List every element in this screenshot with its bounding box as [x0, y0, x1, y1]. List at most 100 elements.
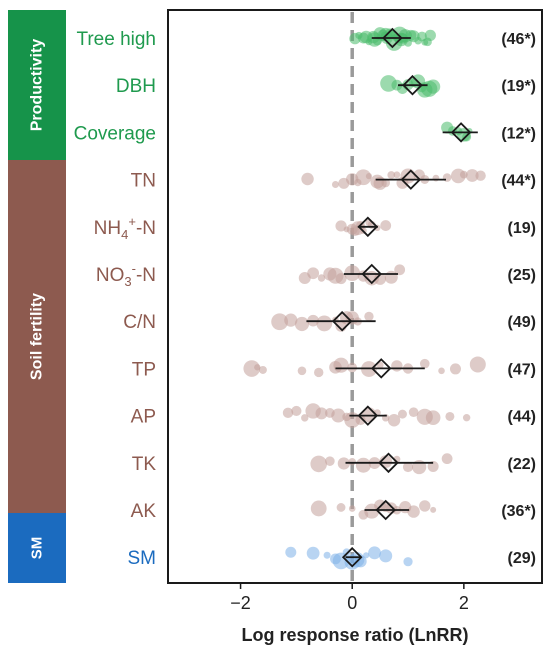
data-point — [323, 551, 331, 559]
data-point — [403, 557, 413, 567]
row-label-tree-high: Tree high — [76, 29, 156, 50]
data-point — [407, 505, 420, 518]
data-point — [438, 367, 445, 375]
data-point — [285, 546, 297, 558]
data-point — [432, 174, 440, 182]
data-point — [367, 32, 382, 47]
data-point — [315, 407, 328, 420]
row-label-no3-n: NO3--N — [96, 261, 156, 289]
row-label-tk: TK — [132, 454, 157, 475]
data-point — [381, 178, 391, 188]
data-point — [363, 552, 370, 559]
data-point — [368, 546, 381, 560]
data-point — [408, 407, 419, 417]
row-label-c-n: C/N — [123, 312, 156, 333]
data-point — [445, 411, 455, 421]
data-point — [348, 505, 356, 512]
count-label-coverage: (12*) — [501, 125, 536, 142]
row-label-ap: AP — [131, 407, 156, 428]
data-point — [394, 264, 406, 276]
data-point — [316, 315, 333, 332]
data-point — [469, 356, 486, 373]
data-point — [243, 360, 261, 377]
mean-diamond-tk — [378, 452, 399, 474]
row-label-coverage: Coverage — [74, 123, 156, 144]
data-point — [333, 357, 349, 373]
x-axis-label: Log response ratio (LnRR) — [241, 625, 468, 645]
data-point — [331, 181, 339, 189]
data-point — [426, 79, 441, 94]
data-point — [284, 313, 298, 327]
data-point — [297, 366, 307, 376]
data-point — [449, 363, 461, 375]
count-label-sm: (29) — [508, 550, 536, 567]
group-bar-sm — [8, 513, 66, 583]
data-point — [291, 405, 302, 417]
data-point — [442, 173, 452, 182]
data-point — [258, 365, 267, 374]
row-labels: Tree high DBH Coverage TN NH4+-N NO3--N C/N TP A… — [74, 29, 157, 569]
data-point — [354, 555, 367, 568]
data-point — [348, 458, 356, 466]
data-point — [459, 170, 468, 179]
row-label-tn: TN — [131, 171, 156, 192]
x-tick-label: 2 — [459, 593, 469, 613]
count-label-tk: (22) — [508, 456, 536, 473]
data-point — [310, 455, 328, 473]
data-point — [331, 408, 346, 423]
data-point — [355, 457, 371, 473]
data-point — [430, 506, 437, 513]
mean-diamond-c-n — [331, 310, 353, 332]
group-bar-soil-fertility — [8, 160, 66, 513]
data-point — [387, 414, 401, 427]
confidence-intervals — [306, 27, 478, 568]
data-point — [425, 410, 441, 425]
data-point — [306, 546, 320, 560]
data-point — [419, 358, 430, 369]
data-point — [402, 461, 414, 473]
plot-frame — [167, 9, 543, 584]
row-label-dbh: DBH — [116, 76, 156, 97]
data-point — [364, 311, 374, 322]
count-label-no3-n: (25) — [508, 267, 536, 284]
mean-diamond-coverage — [450, 122, 472, 143]
data-point — [271, 313, 289, 331]
sample-counts: (46*) (19*) (12*) (44*) (19) (25) (49) (47) (44)… — [501, 31, 536, 567]
row-label-ak: AK — [131, 501, 157, 522]
data-points — [243, 26, 486, 570]
data-point — [441, 453, 453, 465]
mean-diamond-nh4-n — [357, 216, 379, 238]
count-label-dbh: (19*) — [501, 78, 536, 95]
data-point — [424, 29, 436, 41]
x-tick-label: 0 — [347, 593, 357, 613]
data-point — [462, 413, 471, 422]
mean-diamond-ap — [357, 405, 379, 426]
group-label-sm: SM — [29, 537, 46, 560]
data-point — [336, 503, 346, 512]
data-point — [325, 456, 335, 466]
data-point — [337, 457, 350, 470]
data-point — [335, 273, 347, 285]
data-point — [387, 171, 396, 179]
count-label-ap: (44) — [508, 409, 536, 426]
mean-diamond-tn — [400, 169, 422, 190]
data-point — [397, 409, 407, 419]
data-point — [294, 316, 310, 332]
data-point — [379, 549, 393, 563]
data-point — [317, 274, 326, 282]
data-point — [307, 267, 320, 280]
count-label-c-n: (49) — [508, 314, 536, 331]
data-point — [314, 367, 324, 378]
mean-diamond-dbh — [402, 74, 423, 96]
count-label-nh4-n: (19) — [508, 220, 536, 237]
group-sidebar: Productivity Soil fertility SM — [8, 10, 66, 583]
data-point — [394, 32, 409, 47]
row-label-nh4-n: NH4+-N — [94, 214, 156, 242]
count-label-tree-high: (46*) — [501, 31, 536, 48]
data-point — [332, 552, 350, 570]
data-point — [475, 170, 486, 181]
mean-diamond-ak — [375, 499, 396, 521]
data-point — [374, 272, 387, 285]
data-point — [301, 172, 314, 186]
